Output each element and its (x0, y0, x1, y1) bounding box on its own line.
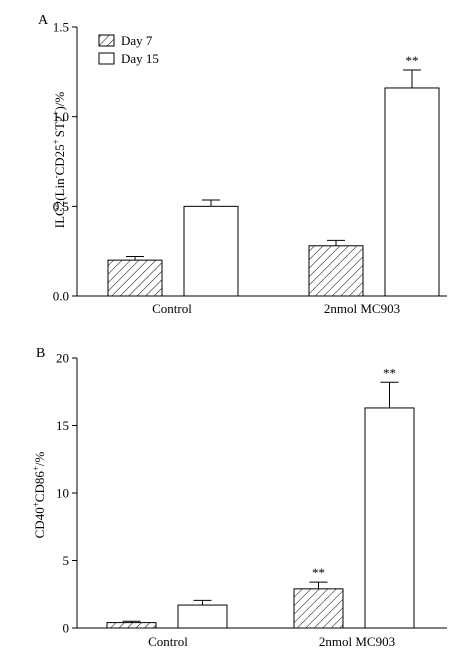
panel-b-bar-day15-0 (177, 604, 228, 629)
panel-a-x-tick-control: Control (152, 301, 192, 316)
panel-a-error-bar-day15-1 (403, 69, 421, 88)
panel-a-y-tick-label: 0.0 (53, 289, 69, 304)
panel-b-error-bar-day15-1 (380, 381, 399, 408)
panel-b-y-tick-label: 20 (56, 351, 69, 366)
legend-label-day15: Day 15 (121, 51, 159, 66)
panel-a-bar-day7-1 (308, 245, 364, 297)
panel-a-y-axis-label: ILC2(Lin-CD25+ST2+)/% (51, 92, 67, 229)
panel-b-bar-day7-0 (106, 622, 157, 629)
panel-b-x-tick-mc903: 2nmol MC903 (319, 634, 395, 649)
panel-b-x-tick-control: Control (148, 634, 188, 649)
panel-b-significance-day15-1: ** (383, 365, 396, 380)
panel-a-bar-day15-1 (384, 87, 440, 297)
panel-a-x-tick-mc903: 2nmol MC903 (324, 301, 400, 316)
panel-a-y-tick-label: 0.5 (53, 199, 69, 214)
legend-label-day7: Day 7 (121, 33, 153, 48)
panel-b-y-tick-label: 0 (63, 621, 70, 636)
panel-a-label: A (38, 13, 49, 28)
panel-b-bar-day15-1 (364, 407, 415, 629)
panel-a-error-bar-day7-1 (327, 239, 345, 246)
panel-a-y-tick-label: 1.0 (53, 109, 69, 124)
panel-b-y-axis-label: CD40+CD86+/% (31, 451, 47, 538)
panel-b-error-bar-day15-0 (193, 599, 212, 606)
panel-a-legend: Day 7 Day 15 (98, 33, 159, 66)
panel-b-error-bar-day7-1 (309, 581, 328, 589)
panel-a-error-bar-day15-0 (202, 199, 220, 207)
panel-a-significance-day15-1: ** (406, 53, 419, 68)
panel-b-label: B (36, 346, 45, 361)
panel-b-bar-day7-1 (293, 588, 344, 629)
panel-a-bar-day7-0 (107, 259, 163, 297)
panel-b-significance-day7-1: ** (312, 565, 325, 580)
panel-a: A ILC2(Lin-CD25+ST2+)/% 0.00.51.01.5 ** … (38, 13, 447, 316)
panel-b-y-tick-label: 15 (56, 418, 69, 433)
legend-swatch-day15 (98, 52, 115, 65)
panel-b-error-bar-day7-0 (122, 620, 141, 623)
panel-a-y-tick-label: 1.5 (53, 20, 69, 35)
panel-b-y-tick-label: 10 (56, 486, 69, 501)
panel-b: B CD40+CD86+/% 0 5 10 15 20 ** ** Control 2nm… (31, 346, 447, 649)
panel-b-y-tick-label: 5 (63, 553, 70, 568)
panel-a-error-bar-day7-0 (126, 256, 144, 261)
panel-a-bar-day15-0 (183, 205, 239, 297)
legend-swatch-day7 (98, 34, 115, 47)
